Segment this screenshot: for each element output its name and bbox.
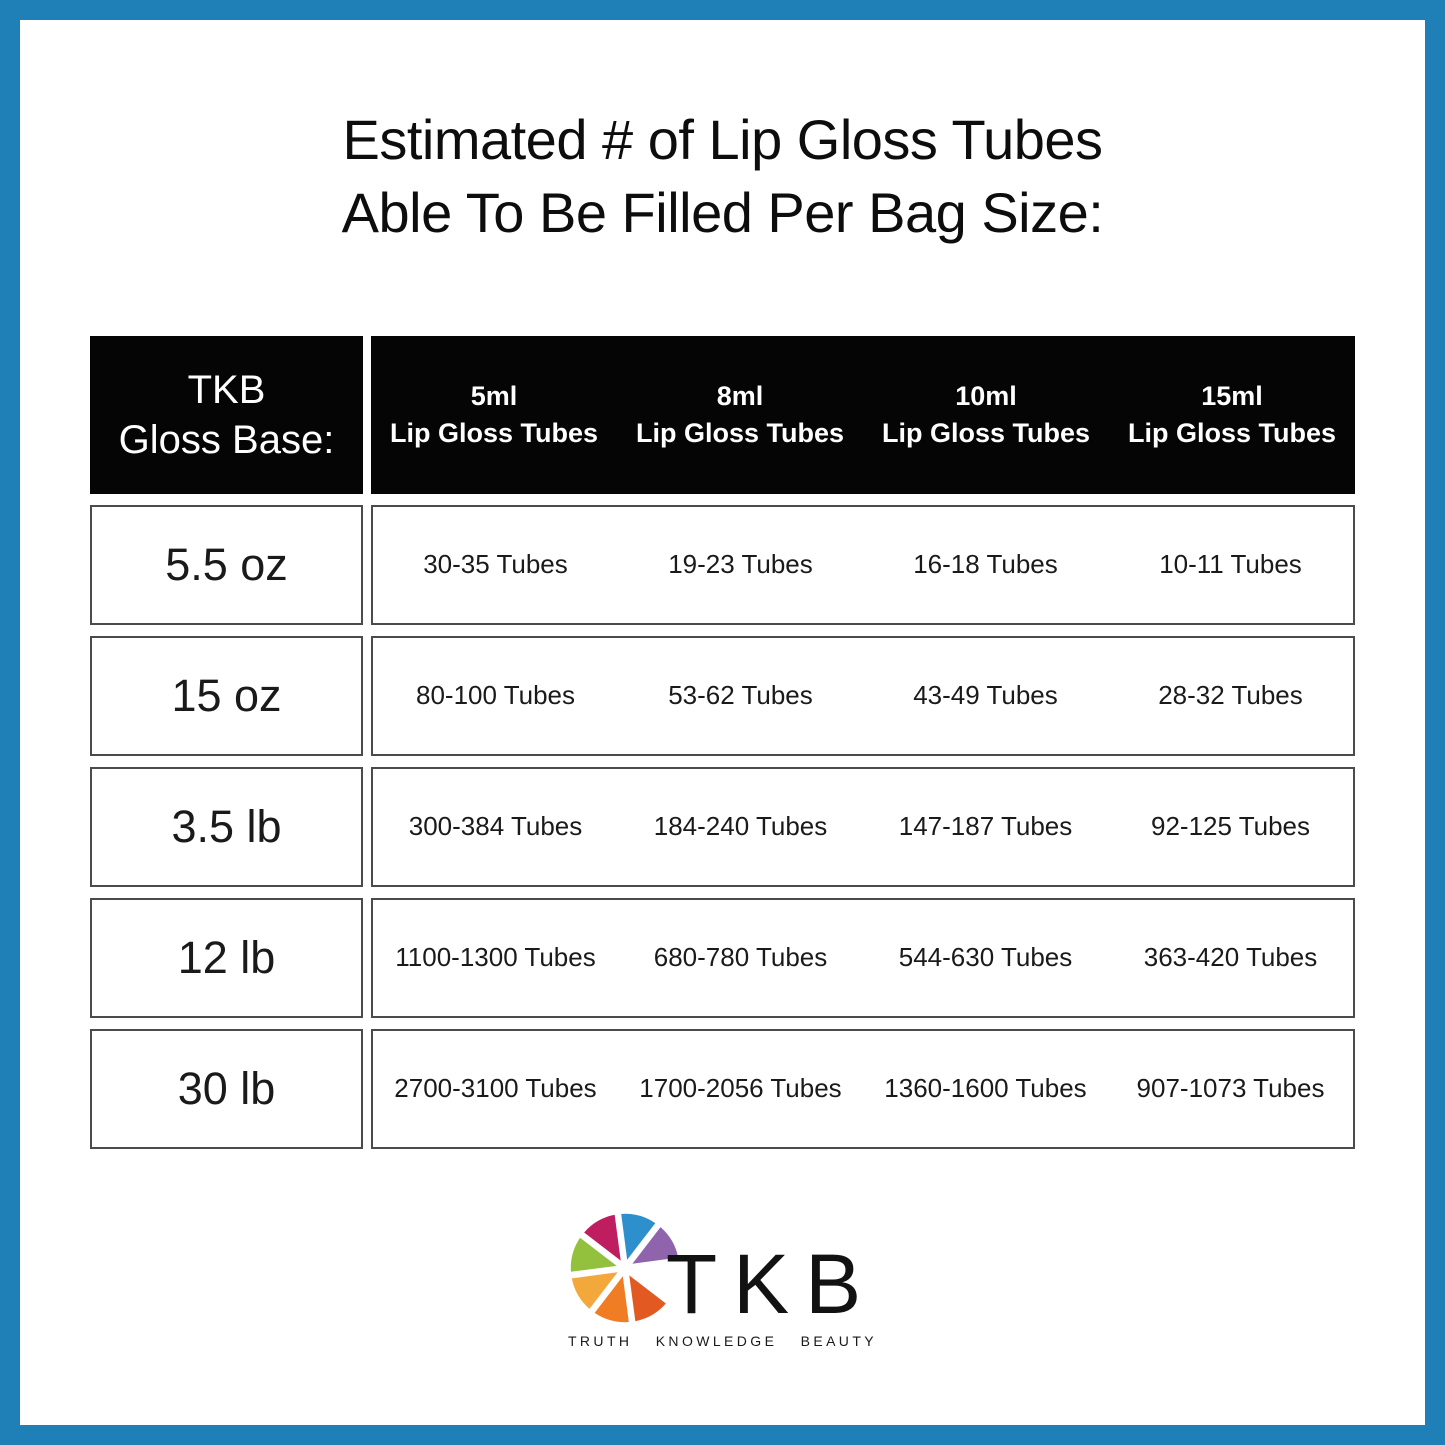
wheel-wedge-redorange (629, 1275, 666, 1321)
table-header-row: TKB Gloss Base: 5ml Lip Gloss Tubes 8ml … (90, 335, 1355, 494)
table-cell: 1700-2056 Tubes (639, 1073, 842, 1104)
row-label: 30 lb (90, 1028, 363, 1149)
table-cell: 907-1073 Tubes (1136, 1073, 1325, 1104)
column-header-15ml: 15ml Lip Gloss Tubes (1109, 378, 1355, 451)
column-header-label: Lip Gloss Tubes (389, 417, 599, 448)
row-label: 12 lb (90, 897, 363, 1018)
table-cell: 300-384 Tubes (408, 811, 583, 842)
row-values: 300-384 Tubes 184-240 Tubes 147-187 Tube… (371, 766, 1355, 887)
column-headers-block: 5ml Lip Gloss Tubes 8ml Lip Gloss Tubes … (371, 335, 1355, 494)
table-cell: 1360-1600 Tubes (884, 1073, 1087, 1104)
tkb-logo: TKB TRUTH KNOWLEDGE BEAUTY (20, 1211, 1425, 1349)
table-row: 12 lb 1100-1300 Tubes 680-780 Tubes 544-… (90, 897, 1355, 1018)
tkb-logo-tagline: TRUTH KNOWLEDGE BEAUTY (567, 1332, 878, 1349)
column-header-size: 8ml (716, 381, 764, 412)
tkb-logo-text: TKB (665, 1236, 878, 1331)
row-values: 2700-3100 Tubes 1700-2056 Tubes 1360-160… (371, 1028, 1355, 1149)
wheel-wedge-orange (594, 1275, 629, 1322)
row-values: 1100-1300 Tubes 680-780 Tubes 544-630 Tu… (371, 897, 1355, 1018)
table-cell: 92-125 Tubes (1150, 811, 1310, 842)
table-cell: 1100-1300 Tubes (395, 942, 596, 973)
table-row: 3.5 lb 300-384 Tubes 184-240 Tubes 147-1… (90, 766, 1355, 887)
column-header-size: 5ml (470, 381, 518, 412)
column-header-8ml: 8ml Lip Gloss Tubes (617, 378, 863, 451)
table-row: 15 oz 80-100 Tubes 53-62 Tubes 43-49 Tub… (90, 635, 1355, 756)
corner-header-line-2: Gloss Base: (118, 417, 335, 462)
table-cell: 43-49 Tubes (913, 680, 1058, 711)
row-values: 30-35 Tubes 19-23 Tubes 16-18 Tubes 10-1… (371, 504, 1355, 625)
row-label: 3.5 lb (90, 766, 363, 887)
table-cell: 680-780 Tubes (653, 942, 828, 973)
row-values: 80-100 Tubes 53-62 Tubes 43-49 Tubes 28-… (371, 635, 1355, 756)
column-header-label: Lip Gloss Tubes (1127, 417, 1337, 448)
page-title: Estimated # of Lip Gloss Tubes Able To B… (20, 104, 1425, 250)
tkb-color-wheel-icon (570, 1213, 679, 1322)
tkb-logo-row: TKB (568, 1211, 878, 1331)
column-header-10ml: 10ml Lip Gloss Tubes (863, 378, 1109, 451)
page-title-line-1: Estimated # of Lip Gloss Tubes (342, 108, 1103, 171)
wheel-wedge-purple (632, 1226, 679, 1264)
table-cell: 2700-3100 Tubes (394, 1073, 597, 1104)
table-cell: 544-630 Tubes (898, 942, 1073, 973)
table-cell: 184-240 Tubes (653, 811, 828, 842)
wheel-wedge-blue (621, 1213, 656, 1260)
tube-capacity-table: TKB Gloss Base: 5ml Lip Gloss Tubes 8ml … (90, 335, 1355, 1149)
wheel-wedge-magenta (583, 1214, 621, 1261)
wheel-wedge-green (570, 1237, 617, 1272)
table-cell: 80-100 Tubes (415, 680, 575, 711)
table-cell: 363-420 Tubes (1143, 942, 1318, 973)
table-row: 30 lb 2700-3100 Tubes 1700-2056 Tubes 13… (90, 1028, 1355, 1149)
page-title-line-2: Able To Be Filled Per Bag Size: (341, 180, 1104, 244)
row-label: 15 oz (90, 635, 363, 756)
column-header-5ml: 5ml Lip Gloss Tubes (371, 378, 617, 451)
column-header-label: Lip Gloss Tubes (635, 417, 845, 448)
corner-header-cell: TKB Gloss Base: (90, 335, 363, 494)
column-header-label: Lip Gloss Tubes (881, 417, 1091, 448)
table-cell: 19-23 Tubes (668, 549, 813, 580)
table-cell: 16-18 Tubes (913, 549, 1058, 580)
table-row: 5.5 oz 30-35 Tubes 19-23 Tubes 16-18 Tub… (90, 504, 1355, 625)
table-cell: 53-62 Tubes (668, 680, 813, 711)
column-header-size: 10ml (955, 381, 1017, 412)
table-cell: 10-11 Tubes (1159, 549, 1302, 580)
wheel-wedge-gold (571, 1271, 618, 1309)
corner-header-line-1: TKB (187, 367, 266, 412)
table-cell: 28-32 Tubes (1158, 680, 1303, 711)
row-label: 5.5 oz (90, 504, 363, 625)
table-cell: 147-187 Tubes (898, 811, 1073, 842)
column-header-size: 15ml (1201, 381, 1263, 412)
table-cell: 30-35 Tubes (423, 549, 568, 580)
